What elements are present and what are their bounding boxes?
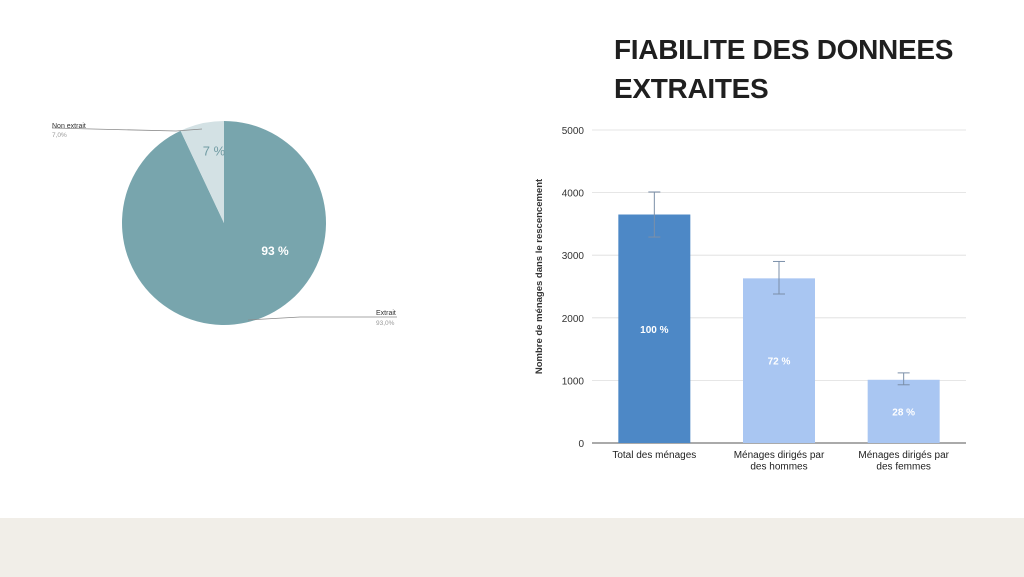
slide: FIABILITE DES DONNEES EXTRAITES 7 % 93 % N… bbox=[51, 30, 994, 473]
x-tick-label: Ménages dirigés par des hommes bbox=[734, 450, 825, 473]
legend-value-non-extrait: 7,0% bbox=[52, 132, 67, 139]
pie-slice-non-extrait bbox=[180, 121, 224, 223]
bar bbox=[867, 379, 940, 443]
x-axis-ticks: Total des ménages Ménages dirigés par des … bbox=[612, 450, 949, 473]
slide-title: FIABILITE DES DONNEES EXTRAITES bbox=[614, 30, 994, 108]
y-tick-label: 1000 bbox=[562, 376, 585, 387]
title-line-2: EXTRAITES bbox=[614, 73, 769, 104]
error-bars bbox=[648, 191, 910, 386]
y-tick-label: 3000 bbox=[562, 251, 585, 262]
bar-data-label: 28 % bbox=[892, 407, 915, 418]
y-tick-label: 5000 bbox=[562, 126, 585, 137]
leader-line-extrait bbox=[247, 316, 397, 321]
title-line-1: FIABILITE DES DONNEES bbox=[614, 34, 954, 65]
bar-data-label: 72 % bbox=[768, 357, 791, 368]
y-tick-label: 4000 bbox=[562, 189, 585, 200]
y-axis-label: Nombre de ménages dans le rescencement bbox=[534, 178, 545, 374]
legend-label-extrait: Extrait bbox=[376, 310, 396, 317]
legend-label-non-extrait: Non extrait bbox=[52, 123, 86, 130]
bars bbox=[618, 214, 940, 443]
footer-band bbox=[0, 518, 1024, 577]
pie-slice-extrait bbox=[122, 121, 327, 325]
x-tick-label: Total des ménages bbox=[612, 450, 696, 461]
pie-legend: Non extrait 7,0% Extrait 93,0% bbox=[51, 123, 397, 327]
y-tick-label: 2000 bbox=[562, 314, 585, 325]
x-tick-label: Ménages dirigés par des femmes bbox=[858, 450, 949, 473]
y-tick-label: 0 bbox=[578, 439, 584, 450]
legend-value-extrait: 93,0% bbox=[376, 320, 395, 327]
bar-chart: 0 1000 2000 3000 4000 5000 Nombre de ménages d… bbox=[534, 126, 966, 473]
data-labels: 100 % 72 % 28 % bbox=[640, 325, 915, 419]
pie-label-extrait: 93 % bbox=[261, 244, 289, 258]
bar-data-label: 100 % bbox=[640, 325, 668, 336]
bar bbox=[743, 278, 815, 443]
pie-label-non-extrait: 7 % bbox=[203, 143, 226, 158]
bar bbox=[618, 214, 691, 443]
y-axis-ticks: 0 1000 2000 3000 4000 5000 bbox=[562, 126, 585, 450]
leader-line-non-extrait bbox=[51, 127, 203, 132]
pie-chart: 7 % 93 % Non extrait 7,0% Extrait 93,0% bbox=[51, 121, 397, 327]
